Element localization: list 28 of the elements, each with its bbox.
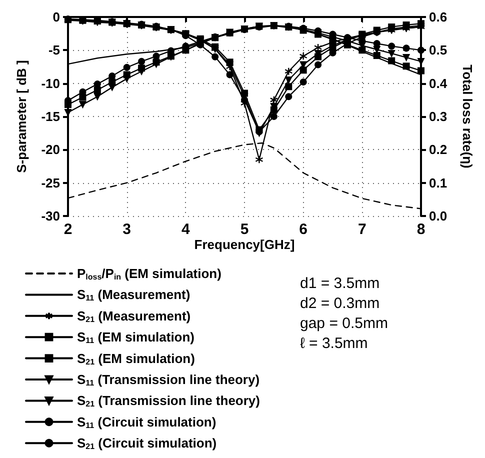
y2-tick-label: 0.3 <box>429 109 448 124</box>
x-tick-label: 2 <box>64 221 72 238</box>
y-tick-label: -25 <box>41 175 60 190</box>
y-tick-label: -10 <box>41 76 60 91</box>
y-tick-label: -20 <box>41 142 60 158</box>
text: gap = 0.5mm <box>300 315 388 332</box>
text: d1 = 3.5mm <box>300 275 380 292</box>
y-tick-label: -30 <box>41 208 60 224</box>
y2-tick-label: 0.5 <box>429 42 448 58</box>
y-tick-label: -5 <box>48 42 60 58</box>
y-tick-label: 0 <box>52 10 60 24</box>
y-axis-title: S-parameter [ dB ] <box>14 60 29 173</box>
x-axis-title: Frequency[GHz] <box>194 237 295 252</box>
y2-tick-label: 0.2 <box>429 142 448 158</box>
y2-axis-title: Total loss rate(η) <box>460 64 475 168</box>
x-tick-label: 6 <box>299 221 308 238</box>
y-tick-label: -15 <box>41 109 60 124</box>
x-tick-label: 8 <box>416 221 426 238</box>
x-tick-label: 7 <box>358 221 366 238</box>
x-tick-label: 3 <box>122 221 132 238</box>
x-tick-label: 5 <box>240 221 249 238</box>
y2-tick-label: 0.4 <box>429 76 448 91</box>
text: d2 = 0.3mm <box>300 295 380 312</box>
y2-tick-label: 0.0 <box>429 208 448 224</box>
y2-tick-label: 0.6 <box>429 10 448 24</box>
x-tick-label: 4 <box>181 221 190 238</box>
text: ℓ = 3.5mm <box>300 335 368 352</box>
y2-tick-label: 0.1 <box>429 175 448 190</box>
